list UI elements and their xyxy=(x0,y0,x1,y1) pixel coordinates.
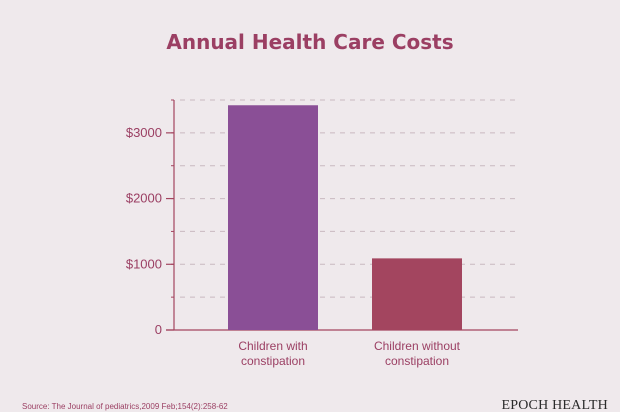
bar xyxy=(228,105,318,330)
brand-logo-text: EPOCH HEALTH xyxy=(501,398,608,412)
x-tick-label: Children without xyxy=(374,339,461,353)
x-tick-label: Children with xyxy=(238,339,307,353)
y-tick-label: $3000 xyxy=(126,125,162,140)
x-tick-label: constipation xyxy=(385,354,449,368)
x-tick-label: constipation xyxy=(241,354,305,368)
chart-title: Annual Health Care Costs xyxy=(166,30,454,54)
bar xyxy=(372,258,462,330)
y-tick-label: $1000 xyxy=(126,256,162,271)
y-tick-label: $2000 xyxy=(126,191,162,206)
y-tick-label: 0 xyxy=(155,322,162,337)
source-note: Source: The Journal of pediatrics,2009 F… xyxy=(22,402,228,411)
